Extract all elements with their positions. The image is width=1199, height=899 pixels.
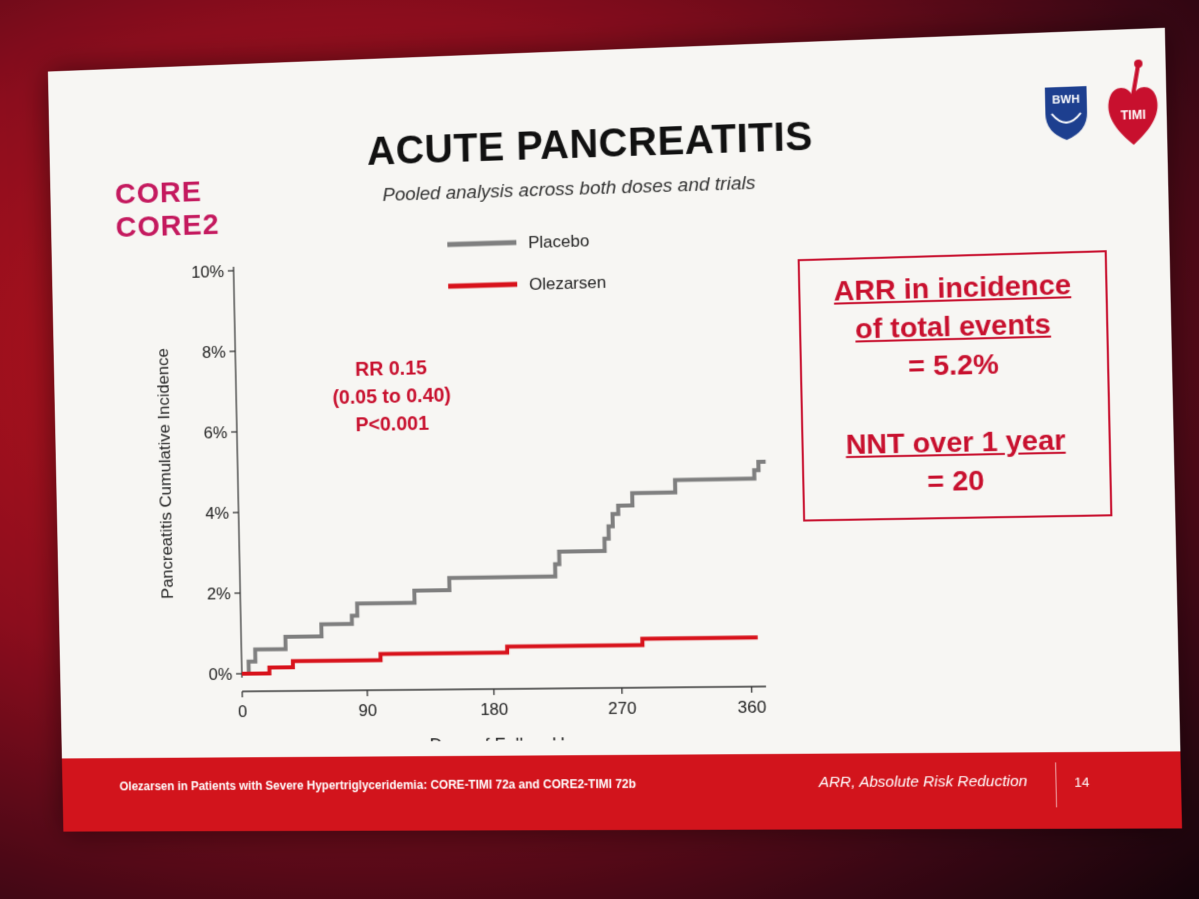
nnt-label: NNT over 1 year <box>845 424 1066 461</box>
y-tick-label: 0% <box>208 665 232 684</box>
x-axis-line <box>242 686 766 691</box>
footer-divider <box>1055 762 1058 808</box>
x-tick-label: 180 <box>480 700 508 719</box>
y-tick-label: 10% <box>191 262 224 282</box>
y-tick-label: 8% <box>202 342 226 362</box>
y-tick-label: 6% <box>203 423 227 442</box>
legend-swatch-placebo <box>447 242 516 244</box>
incidence-chart: 0% 2% 4% 6% 8% 10% 0 90 180 270 360 Days of Follow-… <box>153 231 807 743</box>
slide-subtitle: Pooled analysis across both doses and tr… <box>382 172 756 206</box>
p-value: P<0.001 <box>355 413 429 437</box>
rr-value: RR 0.15 <box>355 357 427 381</box>
legend-swatch-olezarsen <box>448 284 517 286</box>
chart-axes: 0% 2% 4% 6% 8% 10% 0 90 180 270 360 Days of Follow-… <box>153 262 768 743</box>
series-line-olezarsen <box>241 637 758 673</box>
x-axis-label: Days of Follow-Up <box>430 734 576 743</box>
series-line-placebo <box>238 462 770 674</box>
chart-series <box>238 462 770 674</box>
chart-legend: Placebo Olezarsen <box>447 231 606 297</box>
footer-abbreviation: ARR, Absolute Risk Reduction <box>818 772 1028 792</box>
arr-line-1: ARR in incidence <box>833 268 1072 307</box>
page-number: 14 <box>1074 774 1090 790</box>
legend-label-olezarsen: Olezarsen <box>529 273 606 294</box>
logo-line-core: CORE <box>114 175 203 211</box>
y-tick-label: 2% <box>207 584 231 603</box>
y-tick-label: 4% <box>205 504 229 523</box>
y-axis-label: Pancreatitis Cumulative Incidence <box>153 348 177 599</box>
timi-logo-text: TIMI <box>1120 107 1145 122</box>
x-tick-label: 90 <box>358 701 377 720</box>
x-tick-label: 360 <box>737 697 766 717</box>
bwh-shield-logo: BWH <box>1044 86 1088 141</box>
slide: CORE CORE2 ACUTE PANCREATITIS Pooled ana… <box>47 27 1183 832</box>
footer-bar: Olezarsen in Patients with Severe Hypert… <box>61 751 1183 832</box>
x-tick-label: 270 <box>608 699 637 719</box>
rr-ci: (0.05 to 0.40) <box>332 384 451 409</box>
y-axis-line <box>234 267 242 678</box>
footer-citation: Olezarsen in Patients with Severe Hypert… <box>119 776 637 794</box>
arr-nnt-box: ARR in incidence of total events = 5.2% … <box>797 250 1113 522</box>
nnt-value: = 20 <box>927 464 985 498</box>
slide-title: ACUTE PANCREATITIS <box>366 114 814 174</box>
x-tick-label: 0 <box>238 702 248 721</box>
legend-label-placebo: Placebo <box>528 231 589 252</box>
timi-heart-logo: TIMI <box>1107 57 1159 146</box>
bwh-logo-text: BWH <box>1052 93 1080 106</box>
